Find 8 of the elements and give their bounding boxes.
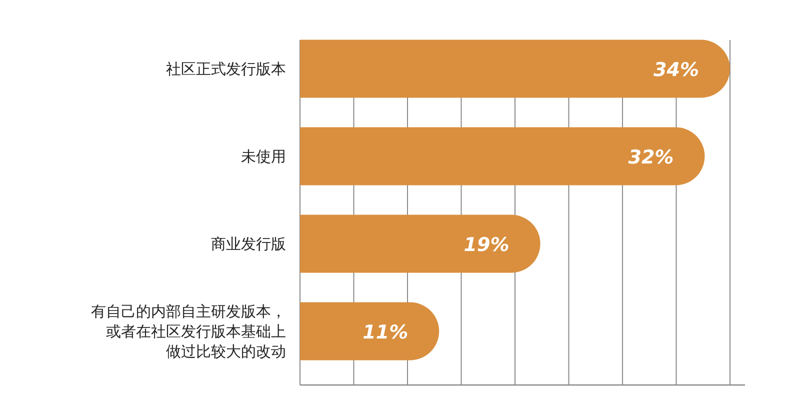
y-tick-label: 社区正式发行版本 (166, 60, 286, 78)
data-label: 32% (628, 146, 674, 168)
y-tick-label: 未使用 (241, 147, 286, 166)
data-label: 19% (464, 234, 510, 256)
y-tick-label: 有自己的内部自主研发版本，或者在社区发行版本基础上做过比较大的改动 (91, 302, 286, 360)
y-tick-label: 商业发行版 (211, 234, 286, 253)
data-label: 34% (654, 58, 699, 81)
data-label: 11% (362, 321, 408, 344)
